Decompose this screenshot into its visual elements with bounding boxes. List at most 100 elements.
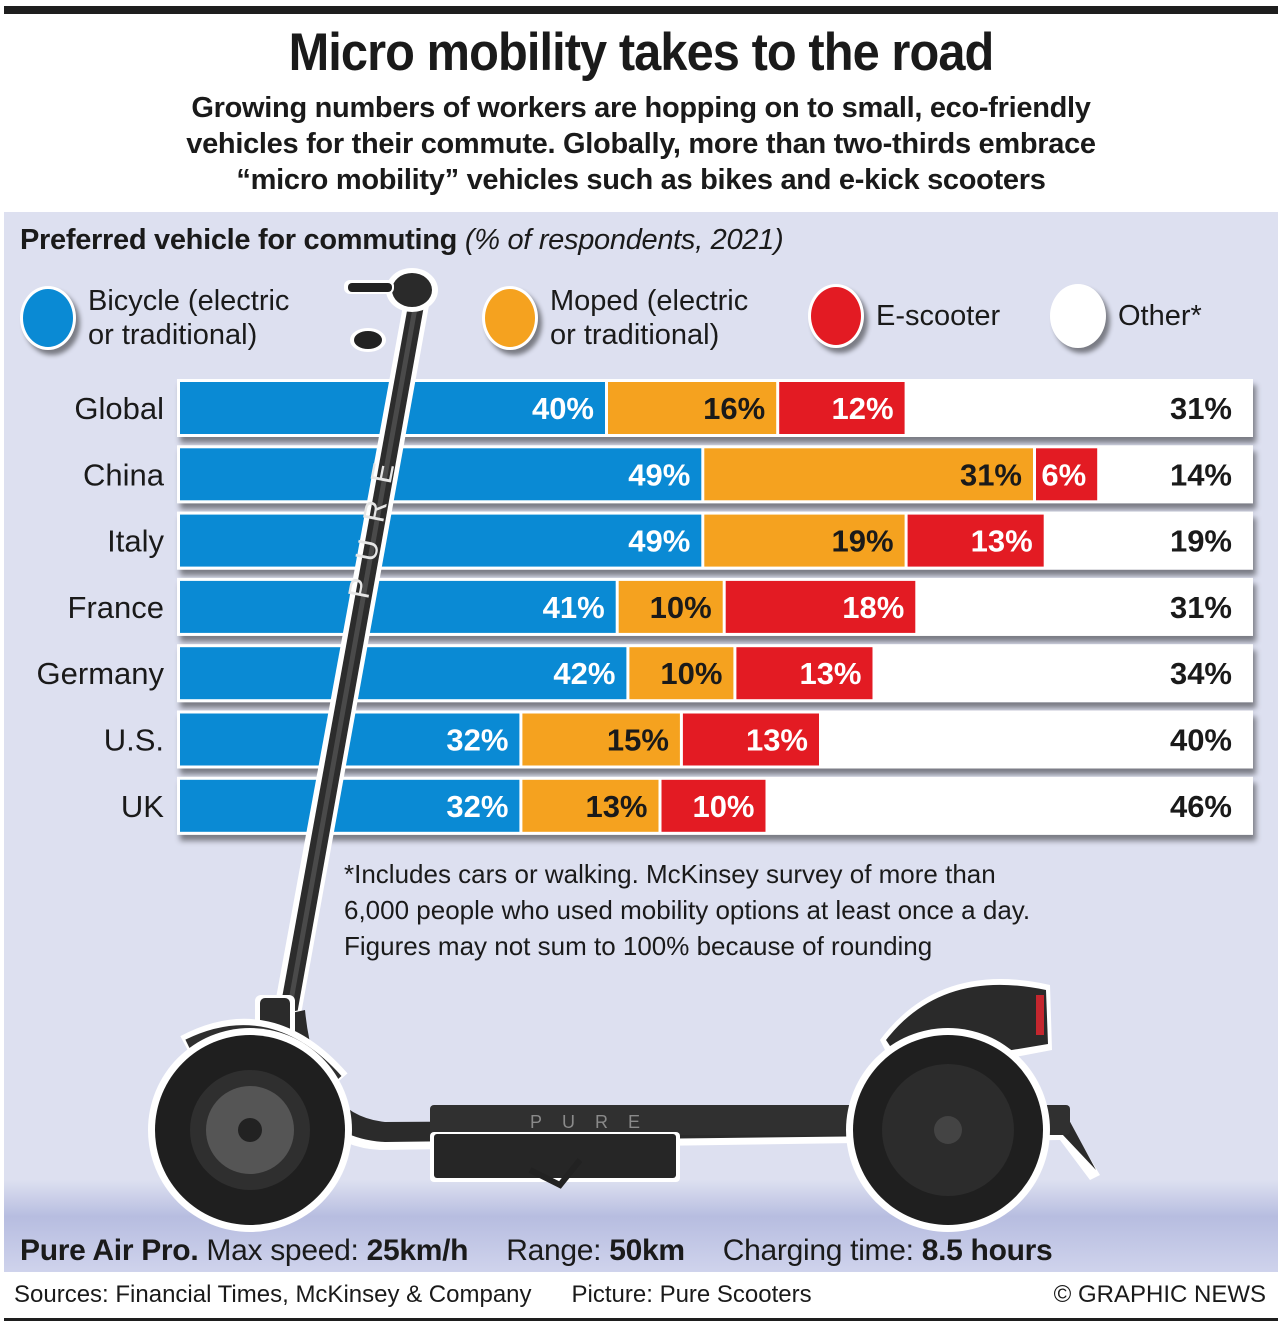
data-label: 42% xyxy=(553,656,615,691)
data-label: 49% xyxy=(628,524,690,559)
bar-segment-moped xyxy=(704,514,905,567)
bar-segment-e-scooter xyxy=(736,647,873,700)
legend-item-escooter: E-scooter xyxy=(808,284,1000,348)
bar-row-france: France 41% 10% 18% 31% xyxy=(68,577,1253,636)
category-label: Germany xyxy=(37,656,165,691)
bar-segment-e-scooter xyxy=(779,382,905,434)
legend-swatch-bicycle xyxy=(20,286,76,350)
legend-label: E-scooter xyxy=(876,300,1001,332)
bar-row-germany: Germany 42% 10% 13% 34% xyxy=(37,644,1253,703)
bar-row-u-s: U.S. 32% 15% 13% 40% xyxy=(104,710,1253,769)
data-label: 6% xyxy=(1041,457,1086,492)
data-label: 13% xyxy=(799,656,861,691)
bar-segment-moped xyxy=(522,713,680,766)
bar-row-global: Global 40% 16% 12% 31% xyxy=(74,379,1253,437)
bar-row-uk: UK 32% 13% 10% 46% xyxy=(121,776,1253,835)
data-label-other: 31% xyxy=(1170,590,1232,625)
copyright: © GRAPHIC NEWS xyxy=(1053,1281,1266,1308)
bar-segment-moped xyxy=(618,580,723,633)
subtitle-line: “micro mobility” vehicles such as bikes … xyxy=(236,164,1046,196)
data-label: 15% xyxy=(607,723,669,758)
legend-label-line: or traditional) xyxy=(88,319,258,351)
data-label: 10% xyxy=(650,590,712,625)
category-label: Global xyxy=(74,391,164,426)
spec-range-value: 50km xyxy=(609,1234,685,1267)
legend-item-bicycle: Bicycle (electric or traditional) xyxy=(20,284,289,352)
legend-label: Other* xyxy=(1118,300,1202,332)
bar-segment-e-scooter xyxy=(661,779,766,832)
spec-charge-value: 8.5 hours xyxy=(921,1234,1053,1267)
top-rule xyxy=(4,6,1278,14)
subtitle: Growing numbers of workers are hopping o… xyxy=(40,90,1242,198)
spec-charge-label: Charging time: xyxy=(722,1234,914,1267)
legend-label-line: Bicycle (electric xyxy=(88,285,290,317)
category-label: China xyxy=(83,457,165,492)
credits: Sources: Financial Times, McKinsey & Com… xyxy=(14,1281,1266,1309)
subtitle-line: vehicles for their commute. Globally, mo… xyxy=(186,128,1096,160)
data-label: 31% xyxy=(960,457,1022,492)
bar-segment-e-scooter xyxy=(907,514,1044,567)
data-label: 18% xyxy=(842,590,904,625)
page-title: Micro mobility takes to the road xyxy=(288,23,995,82)
bar-segment-moped xyxy=(629,647,734,700)
data-label: 49% xyxy=(628,457,690,492)
picture-credit: Picture: Pure Scooters xyxy=(571,1281,812,1308)
legend-swatch-moped xyxy=(482,286,538,350)
spec-speed-value: 25km/h xyxy=(366,1234,469,1267)
bar-segment-moped xyxy=(608,382,777,434)
category-label: Italy xyxy=(107,524,164,559)
data-label: 12% xyxy=(832,391,894,426)
data-label-other: 14% xyxy=(1170,457,1232,492)
data-label-other: 19% xyxy=(1170,524,1232,559)
bar-segment-bicycle xyxy=(180,448,702,501)
data-label: 40% xyxy=(532,391,594,426)
footnote-line: *Includes cars or walking. McKinsey surv… xyxy=(344,859,996,889)
legend-swatch-escooter xyxy=(808,284,864,348)
data-label: 10% xyxy=(660,656,722,691)
legend-label: Bicycle (electric or traditional) xyxy=(88,284,289,352)
data-label-other: 46% xyxy=(1170,789,1232,824)
bar-segment-moped xyxy=(704,448,1033,501)
footnote: *Includes cars or walking. McKinsey surv… xyxy=(344,856,1030,964)
spec-model: Pure Air Pro. xyxy=(20,1234,199,1267)
bottom-rule xyxy=(4,1318,1278,1321)
data-label: 32% xyxy=(446,789,508,824)
spec-speed-label: Max speed: xyxy=(206,1234,359,1267)
category-label: UK xyxy=(121,789,164,824)
category-label: U.S. xyxy=(104,723,164,758)
category-label: France xyxy=(68,590,164,625)
bar-segment-bicycle xyxy=(180,514,702,567)
subtitle-line: Growing numbers of workers are hopping o… xyxy=(191,92,1091,124)
bar-row-italy: Italy 49% 19% 13% 19% xyxy=(107,511,1253,570)
legend-label-line: Moped (electric xyxy=(550,285,749,317)
scooter-specs: Pure Air Pro. Max speed: 25km/h Range: 5… xyxy=(20,1234,1053,1268)
data-label: 13% xyxy=(585,789,647,824)
data-label: 13% xyxy=(971,524,1033,559)
data-label: 41% xyxy=(543,590,605,625)
legend-swatch-other xyxy=(1050,284,1106,348)
data-label: 16% xyxy=(703,391,765,426)
sources-credit: Sources: Financial Times, McKinsey & Com… xyxy=(14,1281,532,1308)
legend-item-moped: Moped (electric or traditional) xyxy=(482,284,748,352)
bar-segment-e-scooter xyxy=(682,713,819,766)
legend-item-other: Other* xyxy=(1050,284,1202,348)
spec-range-label: Range: xyxy=(506,1234,602,1267)
data-label-other: 31% xyxy=(1170,391,1232,426)
bar-segment-moped xyxy=(522,779,659,832)
bar-segment-e-scooter xyxy=(1036,448,1098,501)
data-label: 19% xyxy=(832,524,894,559)
legend-label-line: or traditional) xyxy=(550,319,720,351)
chart-title: Preferred vehicle for commuting xyxy=(20,224,458,256)
bar-row-china: China 49% 31% 6% 14% xyxy=(83,445,1253,504)
data-label: 13% xyxy=(746,723,808,758)
bar-segment-e-scooter xyxy=(725,580,916,633)
data-label-other: 34% xyxy=(1170,656,1232,691)
data-label: 10% xyxy=(692,789,754,824)
footnote-line: Figures may not sum to 100% because of r… xyxy=(344,931,933,961)
footnote-line: 6,000 people who used mobility options a… xyxy=(344,895,1031,925)
chart-heading: Preferred vehicle for commuting (% of re… xyxy=(20,224,784,257)
data-label: 32% xyxy=(446,723,508,758)
data-label-other: 40% xyxy=(1170,723,1232,758)
legend-label: Moped (electric or traditional) xyxy=(550,284,748,352)
